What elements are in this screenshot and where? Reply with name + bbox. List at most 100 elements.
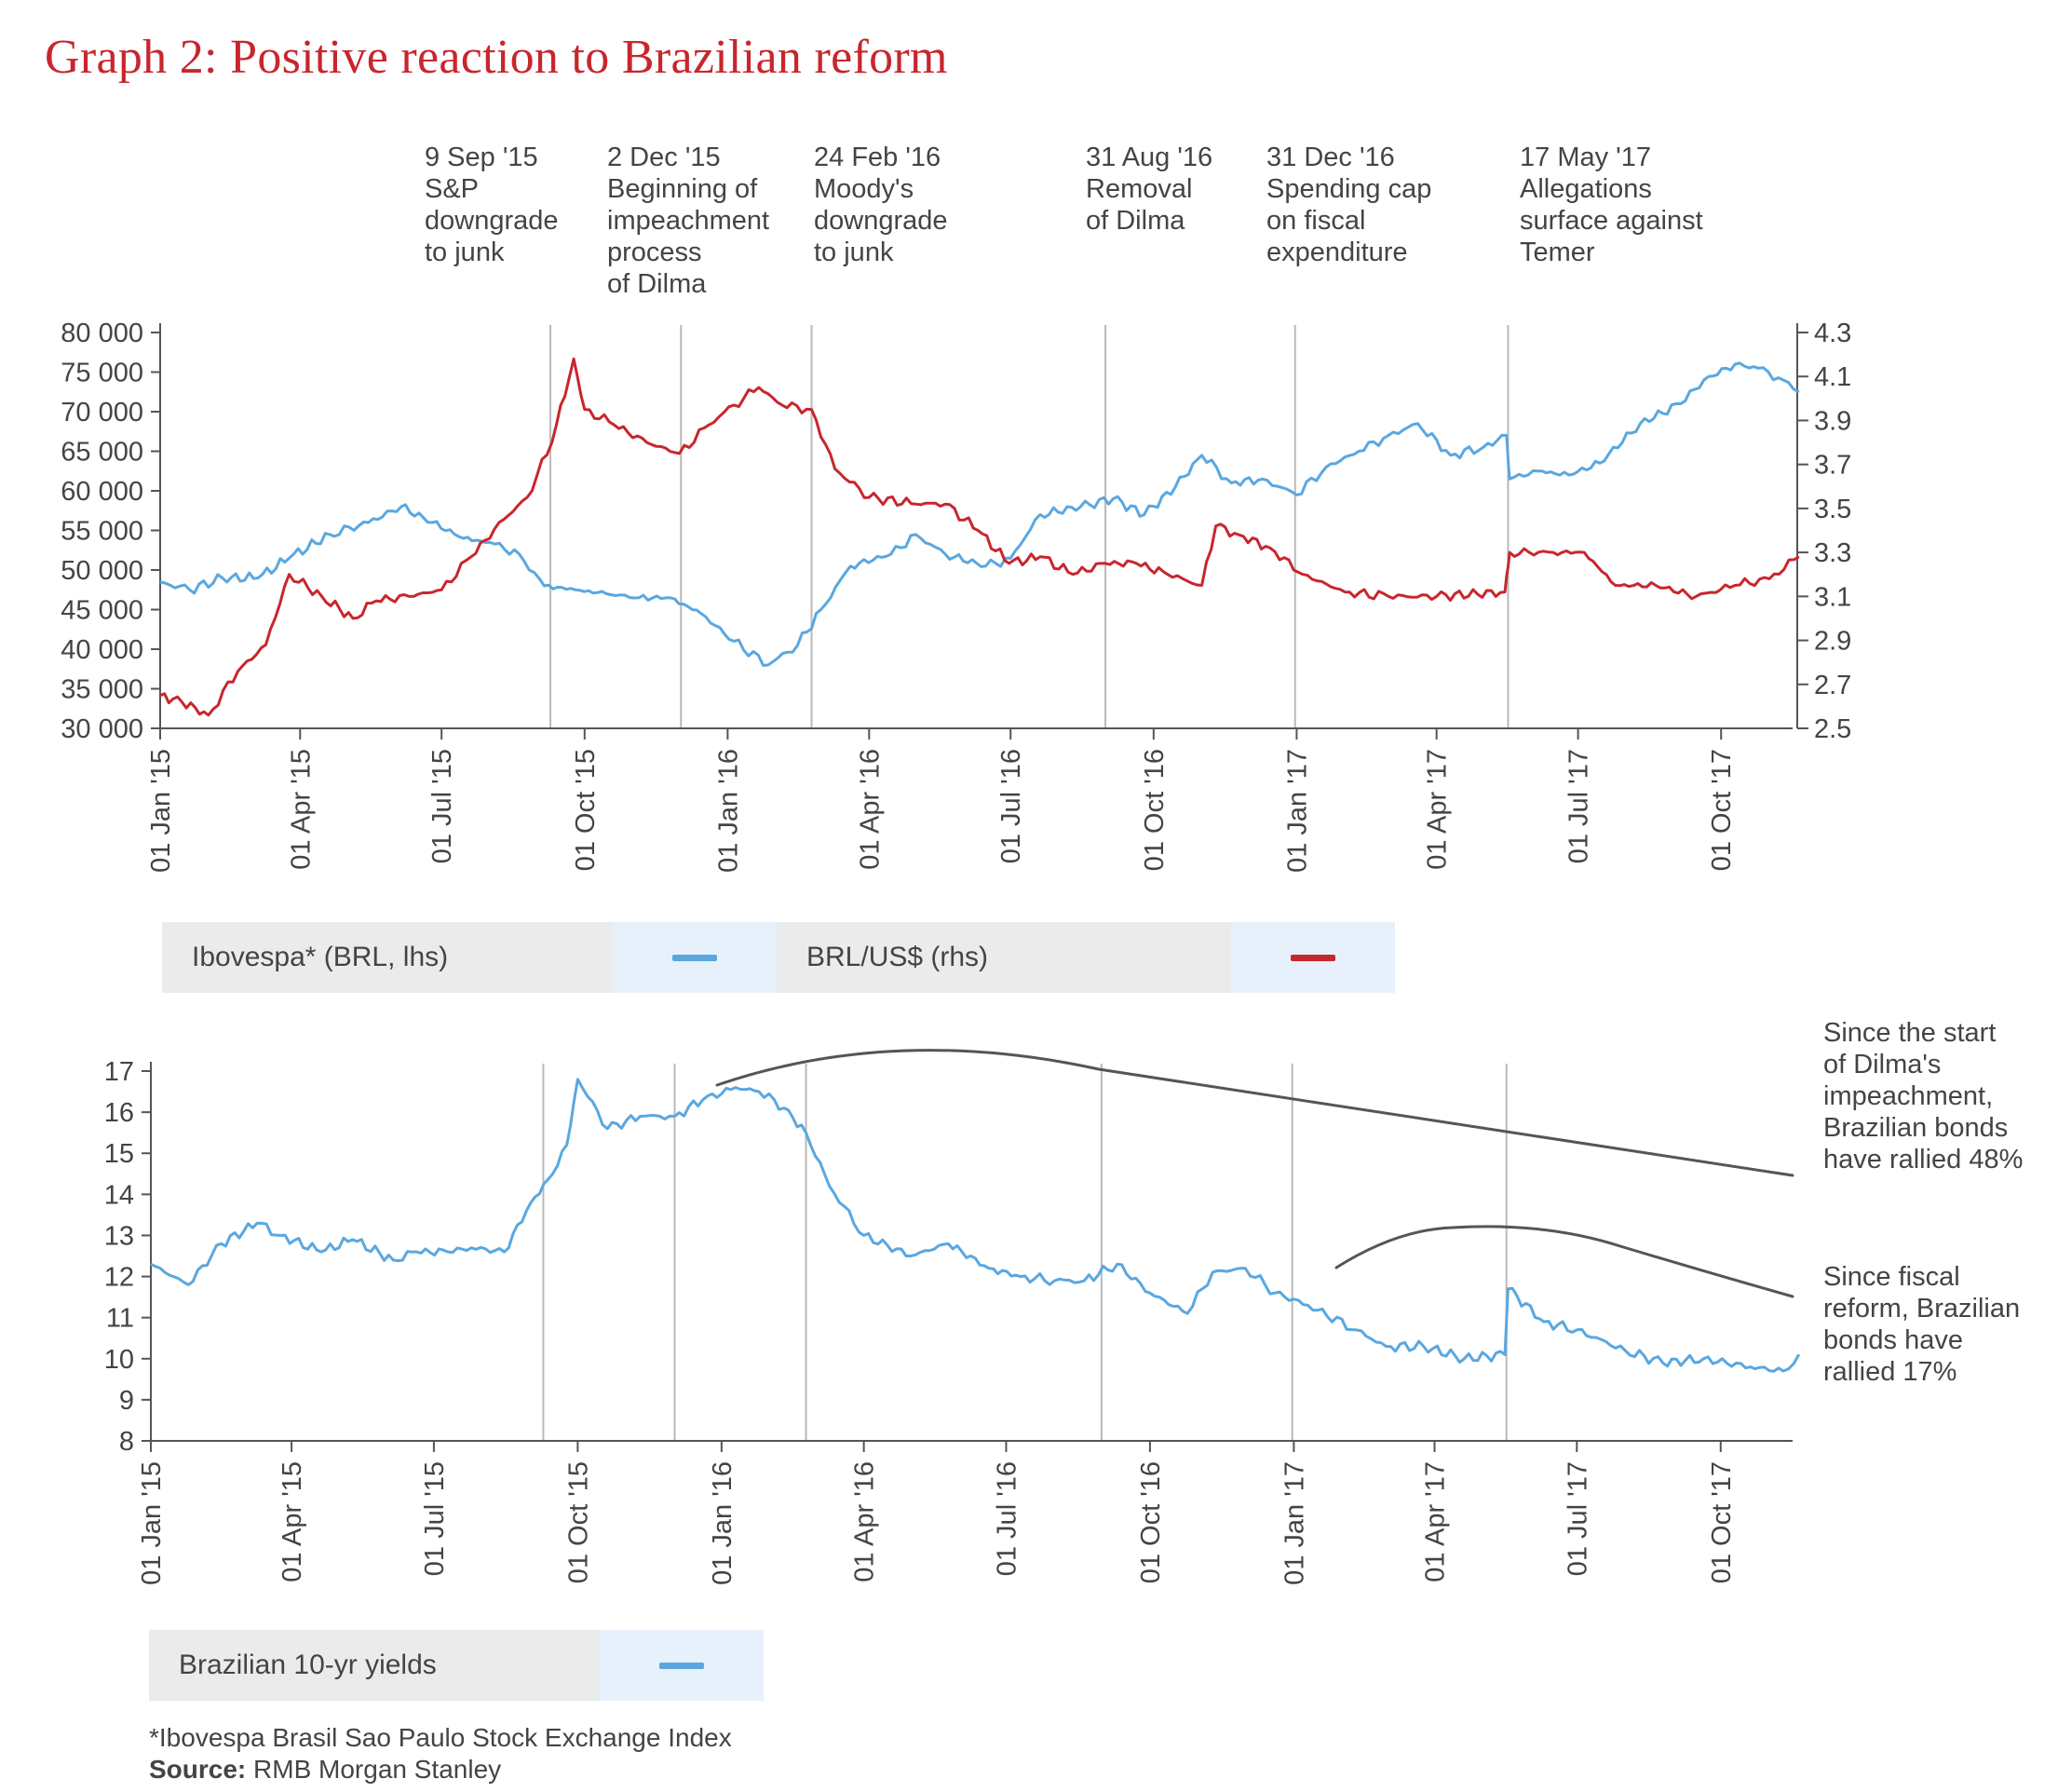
data-point <box>400 506 402 508</box>
data-point <box>1552 551 1554 553</box>
data-point <box>1230 482 1232 484</box>
data-point <box>613 424 616 426</box>
data-point <box>463 537 465 539</box>
annotation-dilma-rally: Since the start of Dilma's impeachment, … <box>1823 1018 2024 1174</box>
data-point <box>810 409 813 411</box>
legend-swatch-ibovespa <box>613 922 777 993</box>
data-point <box>1417 423 1419 425</box>
annotation-temer-allegations: 17 May '17 Allegations surface against T… <box>1520 143 1703 267</box>
data-point <box>708 424 710 426</box>
x-tick-label: 01 Oct '15 <box>563 1461 593 1583</box>
data-point <box>584 409 586 411</box>
data-point <box>605 592 607 595</box>
x-tick-label: 01 Oct '15 <box>571 749 601 871</box>
chart-title: Graph 2: Positive reaction to Brazilian … <box>45 31 948 84</box>
data-point <box>431 522 433 523</box>
series-line <box>159 357 1800 717</box>
data-point <box>1543 1321 1545 1323</box>
data-point <box>392 1259 394 1261</box>
y-tick-label-left: 12 <box>104 1263 134 1293</box>
y-tick-label-right: 2.7 <box>1814 671 1851 700</box>
data-point <box>1215 525 1217 527</box>
data-point <box>1149 1292 1151 1294</box>
data-point <box>702 1099 704 1101</box>
top-chart: 80 000 75 000 70 000 65 000 60 000 55 000 50 0… <box>61 319 1851 873</box>
data-point <box>639 1115 642 1118</box>
y-tick-label-right: 4.1 <box>1814 362 1851 392</box>
data-point <box>1639 423 1641 425</box>
y-tick-label-left: 80 000 <box>61 319 143 348</box>
data-point <box>1072 574 1074 576</box>
data-point <box>573 358 575 360</box>
data-point <box>1782 379 1784 381</box>
data-point <box>1734 363 1736 365</box>
data-point <box>159 581 161 583</box>
series-line <box>159 361 1800 667</box>
data-point <box>1624 1350 1626 1351</box>
data-point <box>834 468 836 469</box>
data-point <box>1186 1312 1188 1314</box>
data-point <box>1244 1268 1246 1269</box>
x-tick-label: 01 Apr '16 <box>850 1461 880 1582</box>
data-point <box>470 556 472 558</box>
dilma-rally-curve <box>715 1049 1794 1177</box>
data-point <box>863 1234 865 1236</box>
data-point <box>673 1115 676 1118</box>
data-point <box>1798 391 1800 393</box>
data-point <box>849 565 851 567</box>
data-point <box>944 503 946 505</box>
data-point <box>1702 1358 1704 1360</box>
data-point <box>758 1091 760 1093</box>
y-tick-label-left: 17 <box>104 1057 134 1087</box>
data-point <box>1436 595 1438 597</box>
x-tick-label: 01 Jul '16 <box>992 1461 1022 1576</box>
data-point <box>208 714 210 716</box>
annotation-fiscal-rally: Since fiscal reform, Brazilian bonds hav… <box>1823 1262 2021 1387</box>
y-tick-label-left: 70 000 <box>61 398 143 428</box>
data-point <box>503 1251 506 1253</box>
data-point <box>735 1087 737 1089</box>
data-point <box>1167 574 1169 576</box>
data-point <box>329 534 331 536</box>
y-tick-label-left: 10 <box>104 1345 134 1375</box>
data-point <box>1039 513 1041 516</box>
data-point <box>1504 1353 1506 1355</box>
data-point <box>1355 1329 1358 1331</box>
data-point <box>914 534 917 536</box>
data-point <box>1344 591 1346 593</box>
data-point <box>914 503 917 505</box>
data-point <box>150 1263 152 1265</box>
y-tick-label-left: 65 000 <box>61 438 143 468</box>
data-point <box>1307 1304 1309 1306</box>
data-point <box>256 1222 258 1224</box>
data-point <box>352 1239 354 1241</box>
y-tick-label-right: 3.1 <box>1814 582 1851 612</box>
data-point <box>984 565 987 567</box>
legend-bottom: Brazilian 10-yr yields <box>149 1630 764 1701</box>
data-point <box>679 453 681 455</box>
footnote: *Ibovespa Brasil Sao Paulo Stock Exchang… <box>149 1723 732 1752</box>
data-point <box>503 519 505 521</box>
y-tick-label-right: 3.9 <box>1814 406 1851 436</box>
x-tick-label: 01 Oct '17 <box>1707 749 1737 871</box>
x-tick-label: 01 Apr '17 <box>1423 749 1453 870</box>
x-tick-label: 01 Jul '15 <box>420 1461 450 1576</box>
data-point <box>1079 506 1081 508</box>
y-tick-label-left: 50 000 <box>61 556 143 586</box>
y-tick-label-left: 40 000 <box>61 635 143 665</box>
data-point <box>1262 478 1264 480</box>
y-tick-label-left: 11 <box>106 1304 134 1334</box>
data-point <box>470 1247 472 1249</box>
data-point <box>1757 367 1759 369</box>
x-tick-label: 01 Oct '17 <box>1707 1461 1737 1583</box>
x-tick-label: 01 Oct '16 <box>1140 749 1170 871</box>
data-point <box>1020 1276 1022 1278</box>
data-point <box>1212 1271 1213 1273</box>
y-tick-label-right: 3.3 <box>1814 538 1851 568</box>
series-line <box>150 1078 1801 1373</box>
data-point <box>1507 1288 1509 1290</box>
legend-swatch-brl-usd <box>1231 922 1395 993</box>
y-tick-label-right: 3.5 <box>1814 495 1851 524</box>
data-point <box>289 557 291 559</box>
x-tick-label: 01 Jan '17 <box>1282 749 1312 873</box>
